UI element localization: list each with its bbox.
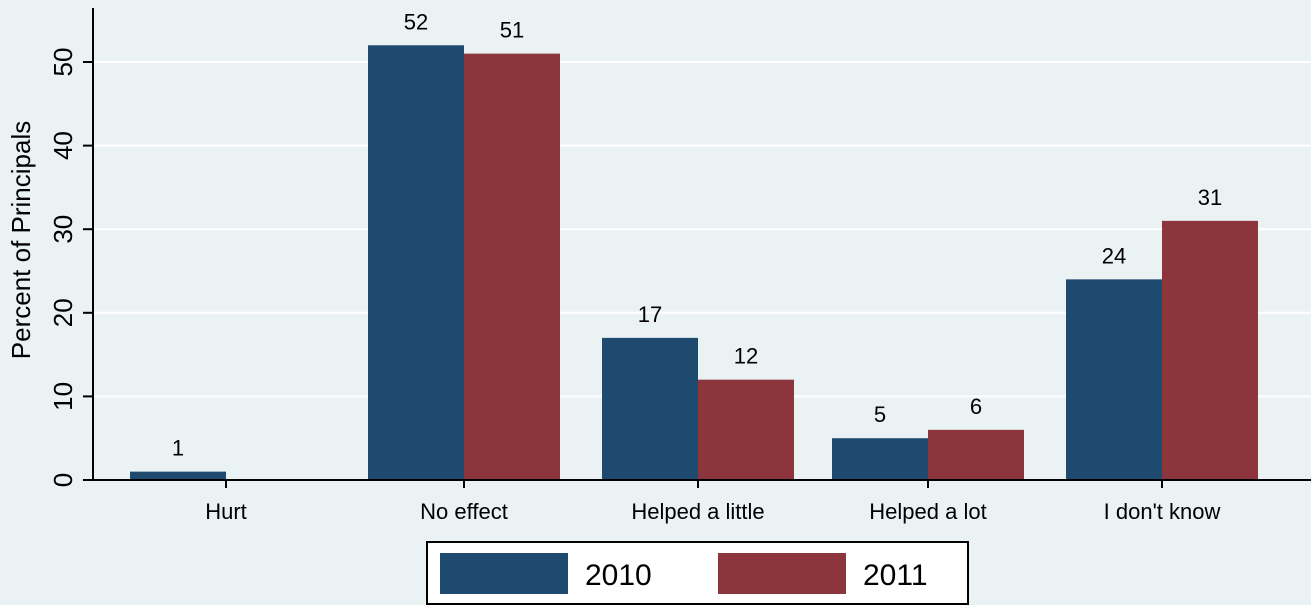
x-category-label: Helped a lot xyxy=(869,499,986,524)
legend-swatch-2011 xyxy=(718,553,846,594)
bar-value-label: 51 xyxy=(500,18,524,43)
bar-2011-i-don-t-know xyxy=(1162,220,1258,480)
x-axis-category-labels: Hurt No effect Helped a little Helped a lot… xyxy=(205,480,1220,524)
bar-value-label: 52 xyxy=(404,9,428,34)
bar-2011-no-effect xyxy=(464,53,560,480)
bar-2010-helped-a-little xyxy=(602,337,698,480)
bar-value-label: 6 xyxy=(970,394,982,419)
bar-value-label: 1 xyxy=(172,436,184,461)
y-axis-ticks: 0 10 20 30 40 50 xyxy=(48,48,93,487)
legend-label-2011: 2011 xyxy=(863,559,928,592)
bar-2011-helped-a-lot xyxy=(928,429,1024,480)
x-category-label: I don't know xyxy=(1104,499,1221,524)
bar-value-labels: 1 52 17 5 24 51 12 6 31 xyxy=(172,9,1222,460)
bar-2010-helped-a-lot xyxy=(832,438,928,480)
bars xyxy=(130,45,1258,480)
x-category-label: Helped a little xyxy=(631,499,764,524)
bar-2010-hurt xyxy=(130,471,226,480)
legend-items: 2010 2011 xyxy=(440,553,928,594)
axes xyxy=(92,8,1311,481)
legend-label-2010: 2010 xyxy=(585,559,652,592)
legend-swatch-2010 xyxy=(440,553,568,594)
bar-value-label: 12 xyxy=(734,344,758,369)
bar-value-label: 5 xyxy=(874,402,886,427)
bar-2011-helped-a-little xyxy=(698,379,794,480)
y-tick-label: 20 xyxy=(48,298,78,327)
y-axis-title: Percent of Principals xyxy=(6,121,36,359)
y-tick-label: 50 xyxy=(48,48,78,77)
y-tick-label: 0 xyxy=(48,473,78,487)
y-tick-label: 40 xyxy=(48,131,78,160)
bar-value-label: 31 xyxy=(1198,185,1222,210)
legend: 2010 2011 xyxy=(426,541,969,605)
x-category-label: Hurt xyxy=(205,499,247,524)
bar-2010-no-effect xyxy=(368,45,464,480)
bar-value-label: 17 xyxy=(638,302,662,327)
bar-value-label: 24 xyxy=(1102,243,1126,268)
bar-2010-i-don-t-know xyxy=(1066,279,1162,480)
y-tick-label: 30 xyxy=(48,215,78,244)
y-tick-label: 10 xyxy=(48,382,78,411)
x-category-label: No effect xyxy=(420,499,508,524)
